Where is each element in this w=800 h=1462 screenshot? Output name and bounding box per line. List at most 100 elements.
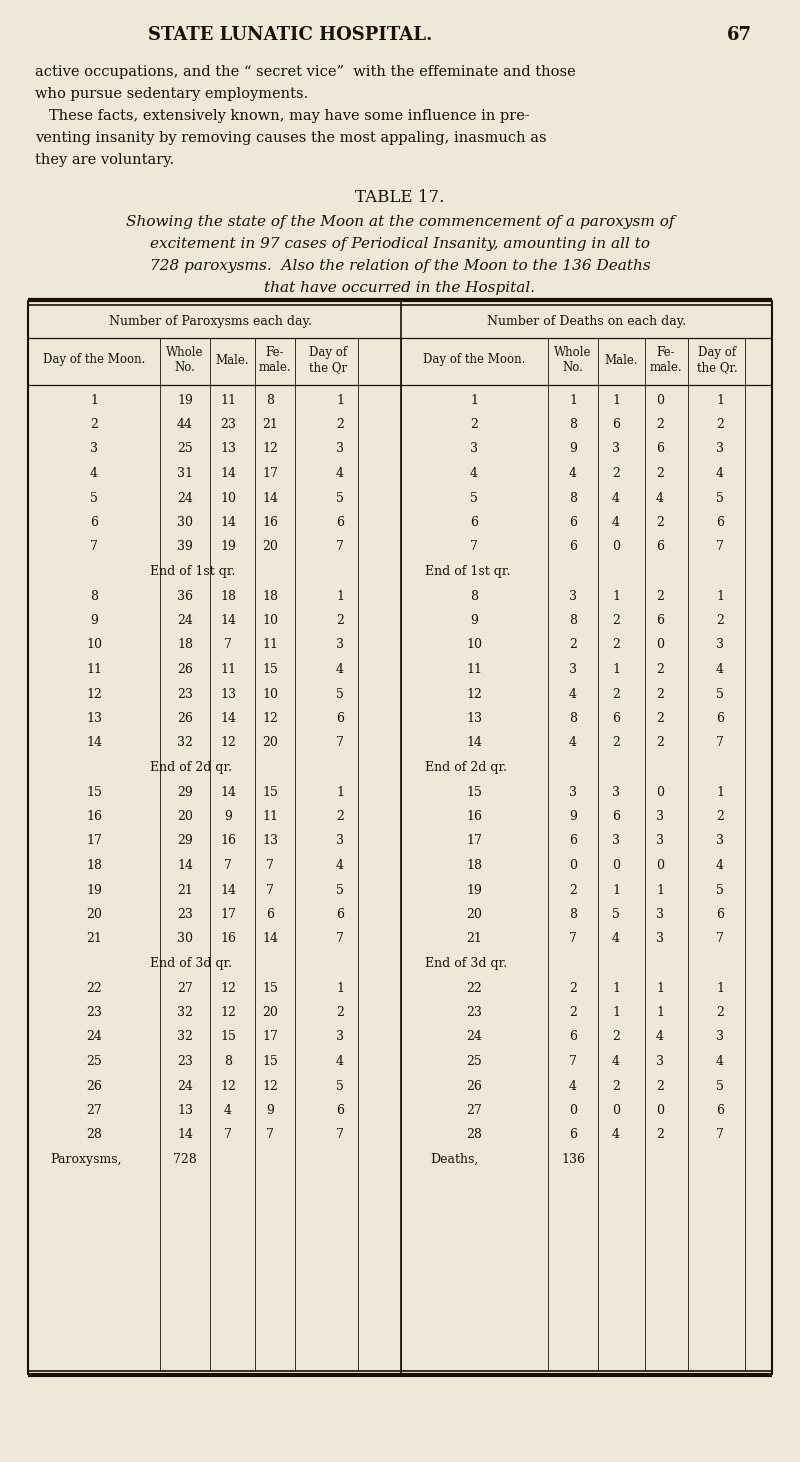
Text: 4: 4 bbox=[569, 687, 577, 700]
Text: 5: 5 bbox=[716, 883, 724, 896]
Text: 28: 28 bbox=[86, 1129, 102, 1142]
Text: 16: 16 bbox=[86, 810, 102, 823]
Text: 6: 6 bbox=[656, 541, 664, 554]
Text: 21: 21 bbox=[177, 883, 193, 896]
Text: 13: 13 bbox=[177, 1104, 193, 1117]
Text: 18: 18 bbox=[262, 589, 278, 602]
Text: End of 1st qr.: End of 1st qr. bbox=[425, 564, 510, 577]
Text: 19: 19 bbox=[177, 393, 193, 406]
Text: 3: 3 bbox=[336, 1031, 344, 1044]
Text: 24: 24 bbox=[177, 1079, 193, 1092]
Text: 7: 7 bbox=[569, 1056, 577, 1069]
Text: 2: 2 bbox=[612, 614, 620, 627]
Text: 11: 11 bbox=[86, 662, 102, 675]
Text: 6: 6 bbox=[569, 835, 577, 848]
Text: 6: 6 bbox=[266, 908, 274, 921]
Text: 1: 1 bbox=[336, 981, 344, 994]
Text: Day of the Moon.: Day of the Moon. bbox=[43, 354, 145, 367]
Text: 8: 8 bbox=[90, 589, 98, 602]
Text: 4: 4 bbox=[716, 466, 724, 480]
Text: 14: 14 bbox=[86, 737, 102, 750]
Text: 15: 15 bbox=[86, 785, 102, 798]
Text: 6: 6 bbox=[716, 908, 724, 921]
Text: 0: 0 bbox=[612, 541, 620, 554]
Text: 18: 18 bbox=[466, 860, 482, 871]
Text: 0: 0 bbox=[656, 860, 664, 871]
Text: Fe-
male.: Fe- male. bbox=[650, 346, 682, 374]
Text: 1: 1 bbox=[716, 785, 724, 798]
Text: 2: 2 bbox=[716, 418, 724, 431]
Text: Male.: Male. bbox=[215, 354, 249, 367]
Text: 14: 14 bbox=[220, 614, 236, 627]
Text: 16: 16 bbox=[220, 835, 236, 848]
Text: TABLE 17.: TABLE 17. bbox=[355, 190, 445, 206]
Text: 3: 3 bbox=[716, 1031, 724, 1044]
Text: 12: 12 bbox=[262, 443, 278, 456]
Text: 16: 16 bbox=[220, 933, 236, 946]
Text: 4: 4 bbox=[612, 933, 620, 946]
Text: Day of
the Qr: Day of the Qr bbox=[309, 346, 347, 374]
Text: 5: 5 bbox=[716, 1079, 724, 1092]
Text: Day of the Moon.: Day of the Moon. bbox=[423, 354, 525, 367]
Text: 26: 26 bbox=[177, 712, 193, 725]
Text: 10: 10 bbox=[86, 639, 102, 652]
Text: 39: 39 bbox=[177, 541, 193, 554]
Text: 8: 8 bbox=[224, 1056, 232, 1069]
Text: they are voluntary.: they are voluntary. bbox=[35, 154, 174, 167]
Text: 8: 8 bbox=[569, 712, 577, 725]
Text: 3: 3 bbox=[569, 785, 577, 798]
Text: 1: 1 bbox=[90, 393, 98, 406]
Text: 2: 2 bbox=[569, 639, 577, 652]
Text: 9: 9 bbox=[224, 810, 232, 823]
Text: 29: 29 bbox=[177, 785, 193, 798]
Text: 7: 7 bbox=[224, 1129, 232, 1142]
Text: 19: 19 bbox=[220, 541, 236, 554]
Text: that have occurred in the Hospital.: that have occurred in the Hospital. bbox=[265, 281, 535, 295]
Text: 15: 15 bbox=[220, 1031, 236, 1044]
Text: 2: 2 bbox=[656, 589, 664, 602]
Text: Number of Deaths on each day.: Number of Deaths on each day. bbox=[487, 316, 686, 329]
Text: 2: 2 bbox=[612, 737, 620, 750]
Text: STATE LUNATIC HOSPITAL.: STATE LUNATIC HOSPITAL. bbox=[148, 26, 432, 44]
Text: 2: 2 bbox=[612, 1031, 620, 1044]
Text: 2: 2 bbox=[336, 418, 344, 431]
Text: 0: 0 bbox=[569, 860, 577, 871]
Text: 136: 136 bbox=[561, 1154, 585, 1167]
Text: 5: 5 bbox=[336, 687, 344, 700]
Text: 4: 4 bbox=[612, 1056, 620, 1069]
Text: 7: 7 bbox=[569, 933, 577, 946]
Text: 26: 26 bbox=[466, 1079, 482, 1092]
Text: 0: 0 bbox=[656, 639, 664, 652]
Text: 3: 3 bbox=[716, 835, 724, 848]
Text: 1: 1 bbox=[336, 589, 344, 602]
Text: 36: 36 bbox=[177, 589, 193, 602]
Text: 9: 9 bbox=[569, 443, 577, 456]
Text: 5: 5 bbox=[336, 1079, 344, 1092]
Text: 6: 6 bbox=[336, 1104, 344, 1117]
Text: 18: 18 bbox=[86, 860, 102, 871]
Text: 14: 14 bbox=[466, 737, 482, 750]
Text: 5: 5 bbox=[612, 908, 620, 921]
Text: 21: 21 bbox=[466, 933, 482, 946]
Text: 7: 7 bbox=[336, 933, 344, 946]
Text: 7: 7 bbox=[266, 860, 274, 871]
Text: 4: 4 bbox=[612, 491, 620, 504]
Text: 13: 13 bbox=[262, 835, 278, 848]
Text: 8: 8 bbox=[266, 393, 274, 406]
Text: 10: 10 bbox=[262, 614, 278, 627]
Text: 2: 2 bbox=[716, 614, 724, 627]
Text: 4: 4 bbox=[90, 466, 98, 480]
Text: 3: 3 bbox=[716, 639, 724, 652]
Text: 14: 14 bbox=[177, 1129, 193, 1142]
Text: 3: 3 bbox=[336, 835, 344, 848]
Text: 15: 15 bbox=[466, 785, 482, 798]
Text: 2: 2 bbox=[569, 981, 577, 994]
Text: 2: 2 bbox=[656, 1129, 664, 1142]
Text: 67: 67 bbox=[727, 26, 752, 44]
Text: 24: 24 bbox=[86, 1031, 102, 1044]
Text: 6: 6 bbox=[716, 1104, 724, 1117]
Text: 20: 20 bbox=[262, 541, 278, 554]
Text: 2: 2 bbox=[716, 810, 724, 823]
Text: 4: 4 bbox=[569, 1079, 577, 1092]
Text: 17: 17 bbox=[86, 835, 102, 848]
